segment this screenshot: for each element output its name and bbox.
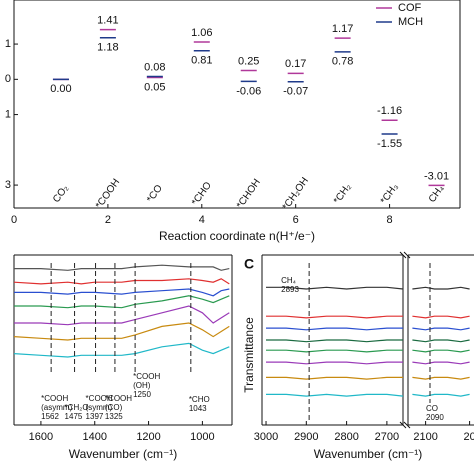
x-tick-label: 0 <box>11 214 17 226</box>
spectrum <box>412 315 470 319</box>
value-label: 0.00 <box>50 83 71 95</box>
x-tick-label: 2900 <box>294 431 318 443</box>
spectrum <box>412 376 470 380</box>
spectrum <box>412 286 470 290</box>
legend-label: MCH <box>398 16 423 28</box>
x-tick-label: 2700 <box>375 431 399 443</box>
value-label: 0.17 <box>285 58 306 70</box>
spectrum <box>266 393 404 397</box>
spectrum <box>266 327 403 331</box>
annotation-label: 1325 <box>105 412 123 421</box>
spectrum <box>266 349 403 353</box>
annotation-label: (OH) <box>133 381 151 390</box>
value-label: -1.55 <box>377 138 402 150</box>
annotation-label: (CO) <box>105 403 123 412</box>
annotation-label: (symm) <box>86 403 113 412</box>
value-label: -1.16 <box>377 105 402 117</box>
x-axis-label: Wavenumber (cm⁻¹) <box>314 447 423 461</box>
annotation-label: *COOH <box>41 394 68 403</box>
y-tick-label: 3 <box>5 179 11 191</box>
y-tick-label: 1 <box>5 38 11 50</box>
x-tick-label: 6 <box>293 214 299 226</box>
spectrum <box>266 361 403 365</box>
spectrum <box>412 349 470 353</box>
value-label: 1.18 <box>97 42 118 54</box>
value-label: -0.06 <box>236 85 261 97</box>
value-label: 0.08 <box>144 61 165 73</box>
value-label: 0.25 <box>238 55 259 67</box>
spectrum <box>266 286 404 290</box>
annotation-label: 1043 <box>189 404 207 413</box>
annotation-label: CO <box>426 404 438 413</box>
annotation-label: 2090 <box>426 413 444 422</box>
value-label: 1.17 <box>332 23 353 35</box>
x-tick-label: 1400 <box>82 431 106 443</box>
annotation-label: *CH₂O <box>65 403 89 412</box>
x-tick-label: 8 <box>387 214 393 226</box>
spectrum <box>266 376 403 380</box>
panel-label: C <box>244 256 254 272</box>
spectrum <box>412 339 470 343</box>
annotation-label: CH₄ <box>281 276 296 285</box>
axis-break <box>403 251 411 259</box>
x-tick-label: 2 <box>105 214 111 226</box>
x-tick-label: 1200 <box>136 431 160 443</box>
value-label: 0.05 <box>144 81 165 93</box>
x-tick-label: 2100 <box>413 431 437 443</box>
spectrum <box>412 327 470 331</box>
annotation-label: *COOH <box>133 372 160 381</box>
annotation-label: 1562 <box>41 412 59 421</box>
x-tick-label: 3000 <box>254 431 278 443</box>
annotation-label: *COOH <box>105 394 132 403</box>
value-label: 1.06 <box>191 27 212 39</box>
y-tick-label: 1 <box>5 108 11 120</box>
spectrum <box>412 393 470 397</box>
y-tick-label: 0 <box>5 73 11 85</box>
annotation-label: 2893 <box>281 285 299 294</box>
annotation-label: 1397 <box>86 412 104 421</box>
value-label: -3.01 <box>424 170 449 182</box>
value-label: 1.41 <box>97 15 118 27</box>
x-tick-label: 1000 <box>190 431 214 443</box>
x-axis-label: Reaction coordinate n(H⁺/e⁻) <box>159 229 315 243</box>
annotation-label: (asymm) <box>41 403 72 412</box>
annotation-label: 1475 <box>65 412 83 421</box>
spectrum <box>266 339 403 343</box>
spectrum <box>412 361 470 365</box>
x-tick-label: 4 <box>199 214 205 226</box>
legend-label: COF <box>398 2 422 14</box>
x-tick-label: 1600 <box>29 431 53 443</box>
spectrum <box>266 315 403 319</box>
x-tick-label: 20 <box>463 431 474 443</box>
x-tick-label: 2800 <box>334 431 358 443</box>
annotation-label: *CHO <box>189 395 210 404</box>
value-label: 0.81 <box>191 55 212 67</box>
value-label: -0.07 <box>283 86 308 98</box>
value-label: 0.78 <box>332 56 353 68</box>
axis-break <box>403 421 411 429</box>
annotation-label: *COOH <box>86 394 113 403</box>
x-axis-label: Wavenumber (cm⁻¹) <box>69 447 178 461</box>
spectrum <box>14 288 230 297</box>
annotation-label: 1250 <box>133 390 151 399</box>
y-axis-label: Transmittance <box>242 317 256 393</box>
spectrum <box>13 322 230 341</box>
